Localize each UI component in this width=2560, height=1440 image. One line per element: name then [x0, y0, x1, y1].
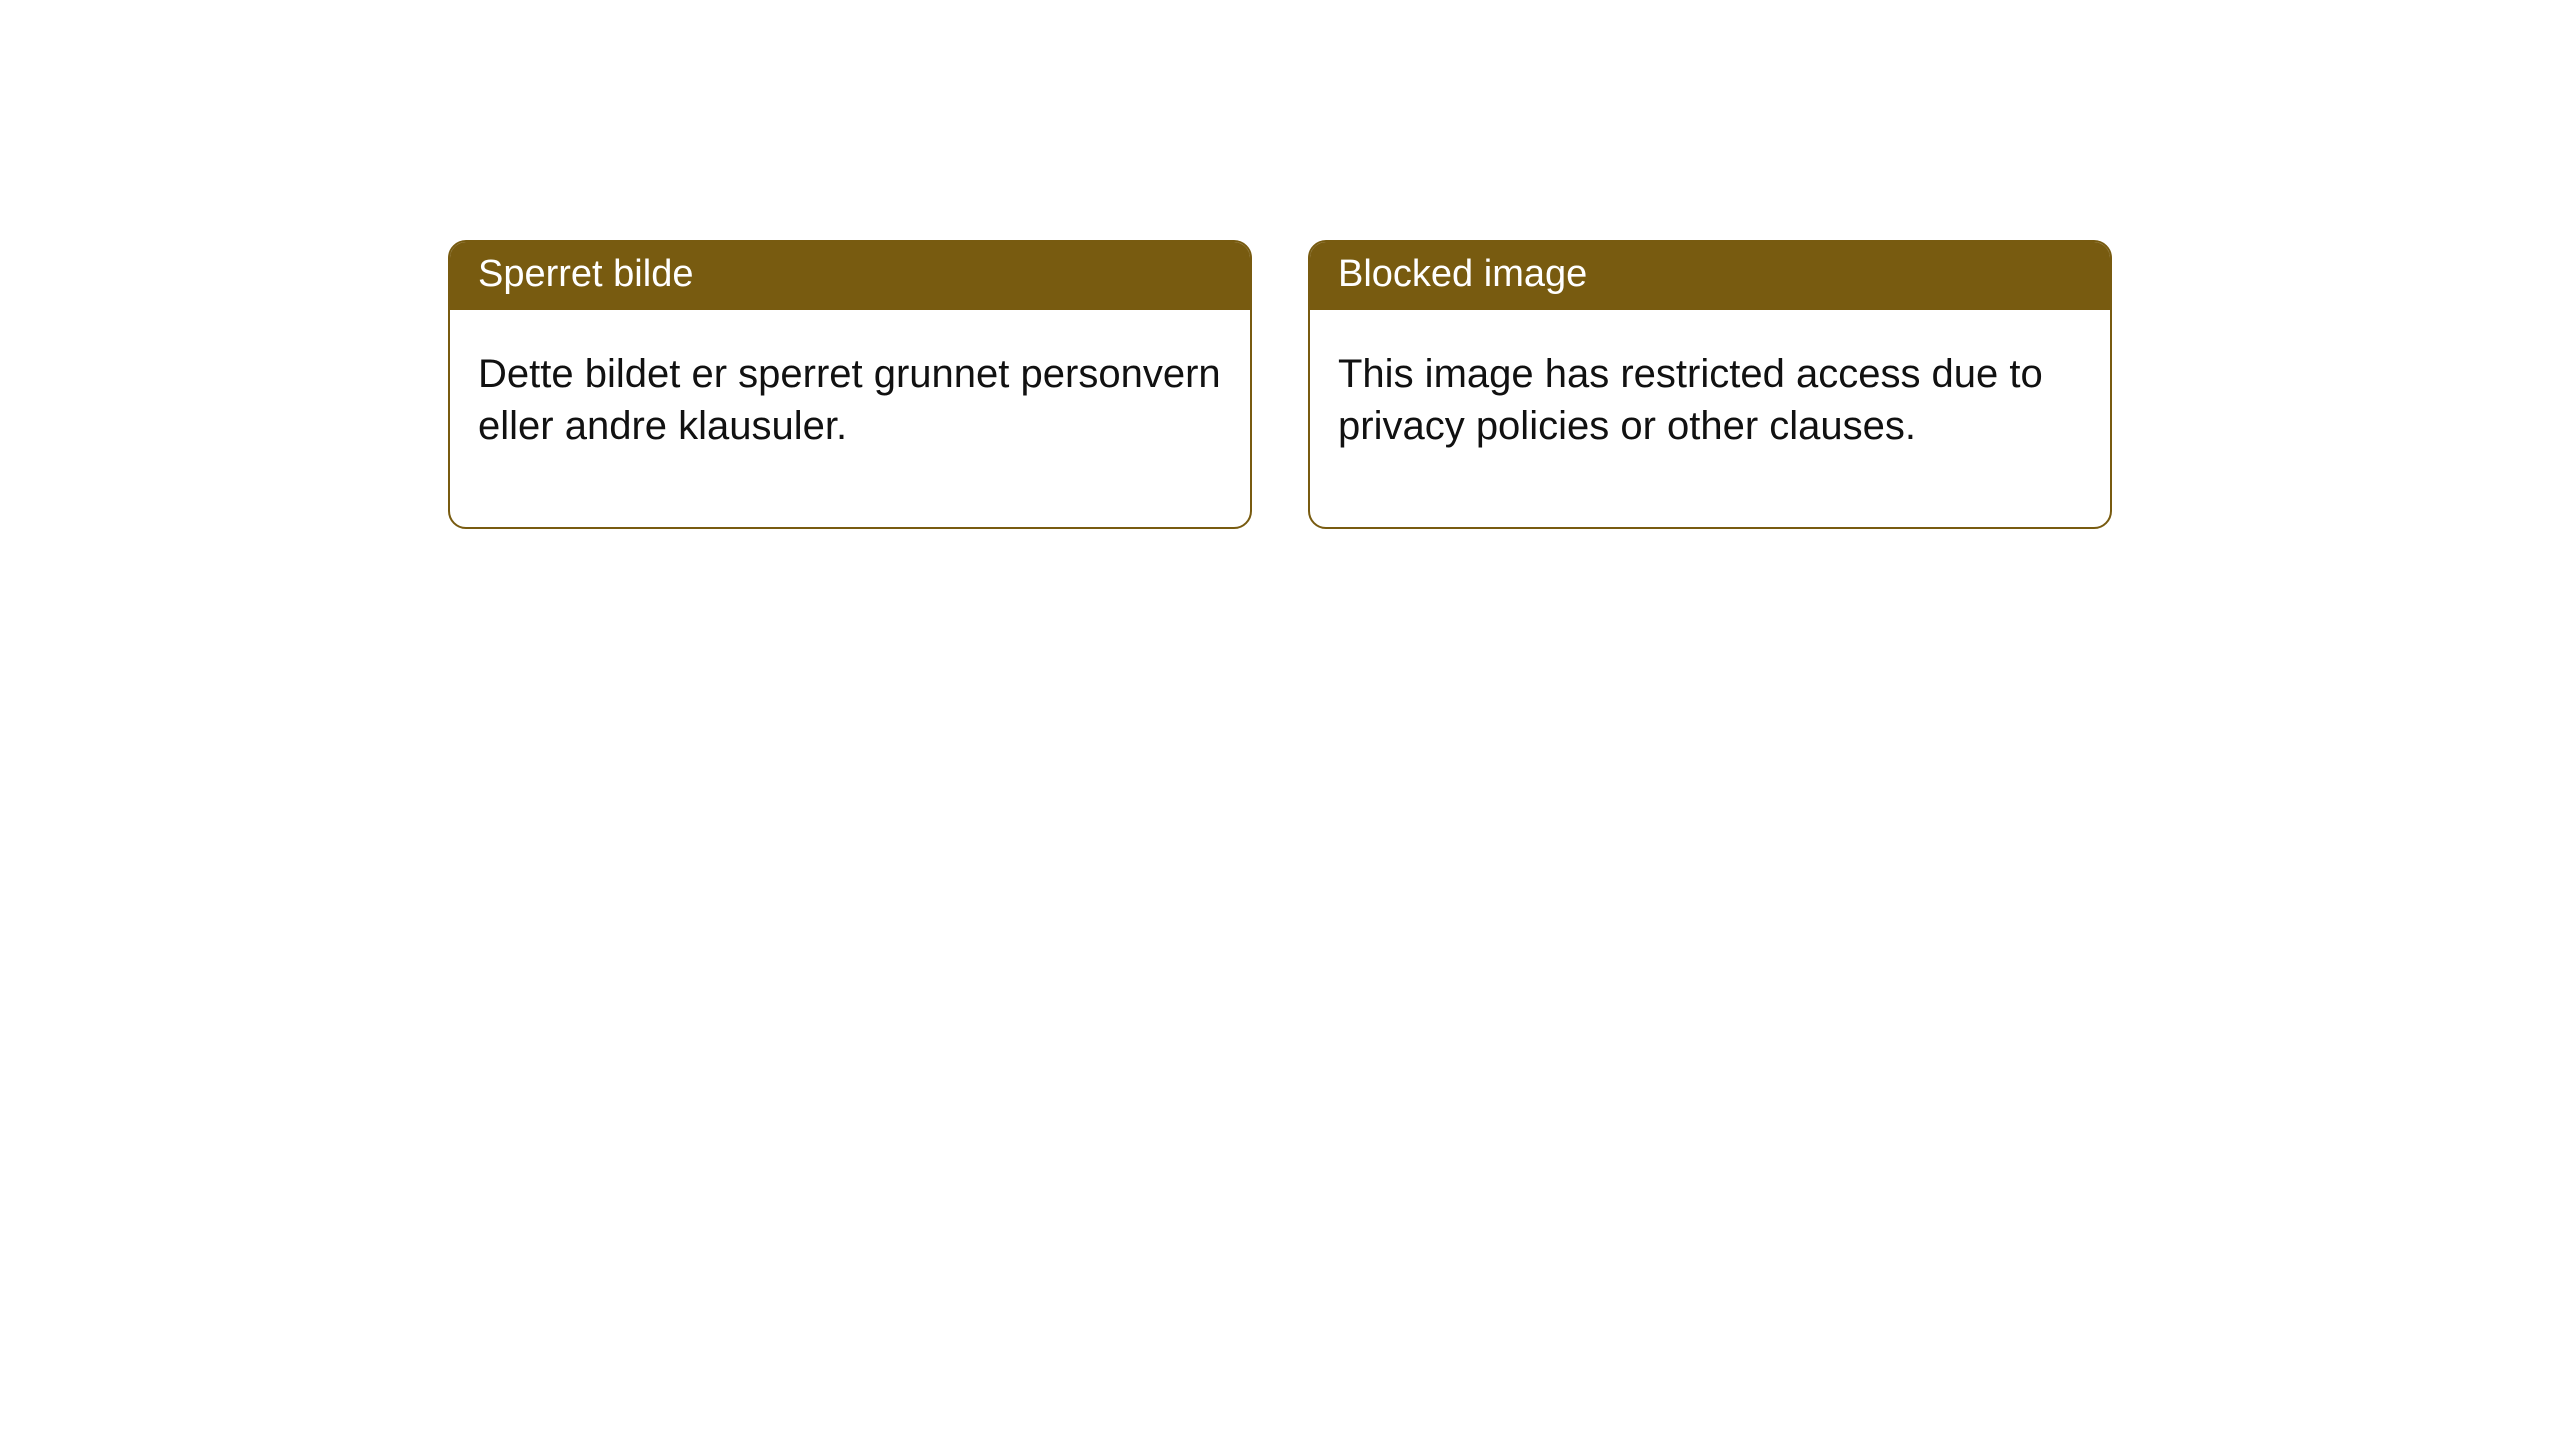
notice-card-english: Blocked image This image has restricted …	[1308, 240, 2112, 529]
notice-header-english: Blocked image	[1310, 242, 2110, 310]
notice-header-norwegian: Sperret bilde	[450, 242, 1250, 310]
notice-body-norwegian: Dette bildet er sperret grunnet personve…	[450, 310, 1250, 528]
notice-container: Sperret bilde Dette bildet er sperret gr…	[448, 240, 2112, 529]
notice-body-english: This image has restricted access due to …	[1310, 310, 2110, 528]
notice-card-norwegian: Sperret bilde Dette bildet er sperret gr…	[448, 240, 1252, 529]
